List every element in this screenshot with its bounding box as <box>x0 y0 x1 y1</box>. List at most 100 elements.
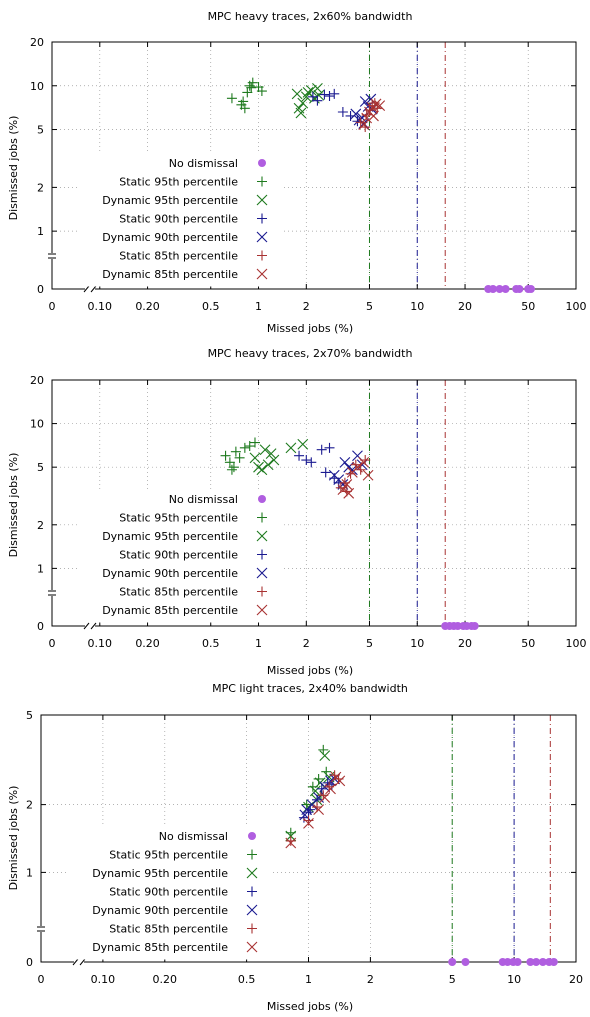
legend: No dismissal Static 95th percentile Dynami… <box>78 489 283 623</box>
legend: No dismissal Static 95th percentile Dynami… <box>68 826 273 960</box>
legend-marker <box>248 832 256 840</box>
data-point <box>513 958 522 966</box>
data-point <box>532 958 541 966</box>
legend-marker <box>257 250 267 261</box>
series-dynamic-85th-percentile <box>358 98 386 131</box>
legend-marker <box>257 176 267 187</box>
data-point <box>350 459 361 470</box>
series-dynamic-95th-percentile <box>249 438 309 476</box>
plot-frame <box>51 379 577 627</box>
x-axis-label: Missed jobs (%) <box>267 322 353 335</box>
x-tick-label: 2 <box>367 973 374 986</box>
data-point <box>295 107 307 119</box>
y-tick-label: 10 <box>30 80 44 93</box>
series-static-95th-percentile <box>220 437 260 475</box>
series-dynamic-85th-percentile <box>337 456 374 499</box>
y-tick-label: 0 <box>26 956 33 969</box>
data-point <box>324 91 335 102</box>
data-point <box>341 479 353 490</box>
legend-marker <box>256 268 268 280</box>
legend-label: No dismissal <box>159 830 228 843</box>
x-tick-label: 0.10 <box>88 637 113 650</box>
plot-area: 0 0.10 0.20 0.5 1 2 5 10 20 50 100 0 1 2 5 10 20 No dismi… <box>30 36 587 313</box>
data-point <box>316 444 327 455</box>
y-tick-label: 2 <box>37 519 44 532</box>
legend-marker <box>246 867 258 879</box>
data-point <box>319 89 330 100</box>
data-point <box>320 467 331 478</box>
series-dynamic-85th-percentile <box>285 771 346 849</box>
data-point <box>343 487 355 499</box>
legend-marker <box>246 941 258 953</box>
x-tick-label: 1 <box>305 973 312 986</box>
data-point <box>549 958 558 966</box>
legend: No dismissal Static 95th percentile Dynami… <box>78 153 283 287</box>
x-tick-label: 0.20 <box>135 300 160 313</box>
data-point <box>244 441 255 452</box>
y-tick-label: 1 <box>37 562 44 575</box>
legend-label: Dynamic 85th percentile <box>92 941 228 954</box>
x-tick-label: 0.20 <box>135 637 160 650</box>
chart-panel-3: MPC light traces, 2x40% bandwidth Missed… <box>7 682 583 1013</box>
x-axis-label: Missed jobs (%) <box>267 664 353 677</box>
legend-marker <box>246 904 258 916</box>
data-point <box>313 773 324 784</box>
data-point <box>265 448 277 460</box>
y-tick-label: 0 <box>37 620 44 633</box>
x-tick-label: 0.10 <box>88 300 113 313</box>
x-tick-label: 1 <box>255 637 262 650</box>
data-point <box>239 103 250 114</box>
data-point <box>262 459 274 471</box>
data-point <box>448 958 457 966</box>
data-point <box>538 958 547 966</box>
data-point <box>319 792 331 803</box>
data-point <box>352 461 363 473</box>
legend-label: Dynamic 95th percentile <box>102 194 238 207</box>
x-axis-label: Missed jobs (%) <box>267 1000 353 1013</box>
data-point <box>312 95 323 106</box>
x-tick-label: 5 <box>366 637 373 650</box>
x-tick-label: 20 <box>569 973 583 986</box>
data-point <box>488 285 497 293</box>
data-point <box>309 785 321 797</box>
x-tick-label: 2 <box>303 637 310 650</box>
y-tick-label: 10 <box>30 418 44 431</box>
x-tick-label: 1 <box>255 300 262 313</box>
data-point <box>285 837 297 849</box>
y-tick-label: 5 <box>26 709 33 722</box>
data-point <box>306 457 317 468</box>
legend-label: Static 90th percentile <box>109 886 228 899</box>
data-point <box>313 804 325 816</box>
legend-label: Static 90th percentile <box>119 549 238 562</box>
data-point <box>453 622 462 630</box>
data-point <box>256 464 268 476</box>
x-tick-label: 10 <box>410 300 424 313</box>
data-point <box>253 461 264 473</box>
x-tick-label: 50 <box>521 637 535 650</box>
data-point <box>238 96 249 107</box>
data-point <box>239 442 250 453</box>
data-point <box>285 835 296 846</box>
data-point <box>370 98 382 110</box>
data-point <box>374 100 386 112</box>
y-tick-label: 0 <box>37 283 44 296</box>
legend-label: Static 85th percentile <box>119 250 238 263</box>
chart-panel-1: MPC heavy traces, 2x60% bandwidth Missed… <box>7 10 587 335</box>
data-point <box>303 818 314 829</box>
series-no-dismissal <box>484 285 535 293</box>
data-point <box>501 285 510 293</box>
x-tick-label: 10 <box>410 637 424 650</box>
legend-marker <box>247 849 257 860</box>
x-tick-label: 5 <box>449 973 456 986</box>
data-point <box>246 82 257 93</box>
y-tick-label: 2 <box>26 799 33 812</box>
legend-label: Dynamic 85th percentile <box>102 268 238 281</box>
x-tick-label: 0.5 <box>202 637 220 650</box>
legend-label: Dynamic 90th percentile <box>102 567 238 580</box>
legend-label: Dynamic 90th percentile <box>102 231 238 244</box>
series-static-85th-percentile <box>285 770 344 846</box>
data-point <box>226 464 237 475</box>
data-point <box>297 97 309 109</box>
data-point <box>226 93 237 104</box>
data-point <box>313 89 325 101</box>
